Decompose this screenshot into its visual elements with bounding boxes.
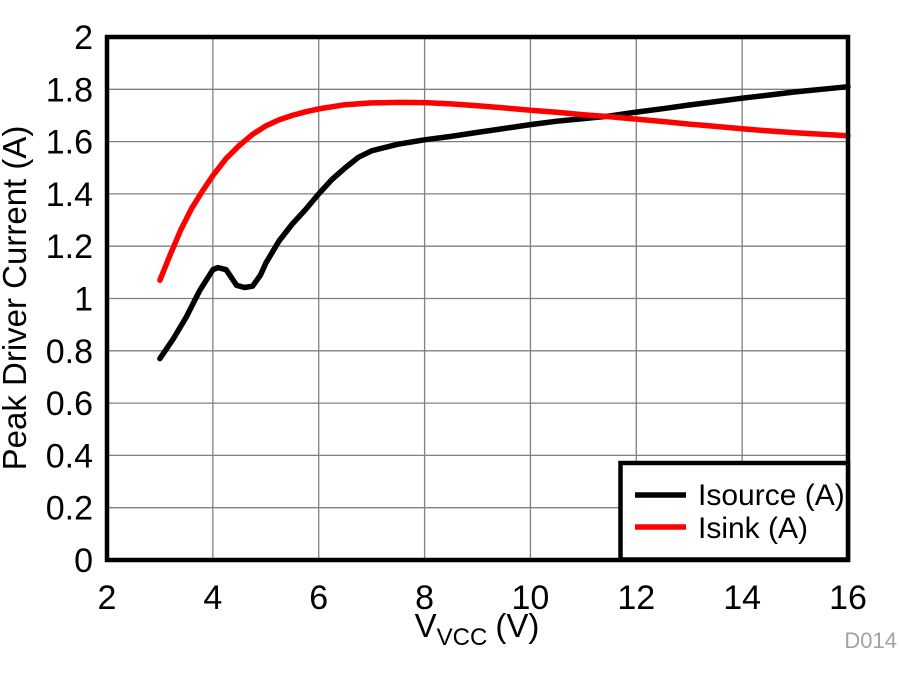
y-tick-label: 1.8: [46, 71, 93, 109]
legend-label-isink: Isink (A): [698, 512, 808, 545]
y-tick-label: 1.4: [46, 176, 93, 214]
x-tick-label: 8: [415, 579, 434, 617]
y-axis-title: Peak Driver Current (A): [0, 126, 33, 471]
x-tick-label: 6: [309, 579, 328, 617]
x-axis-title-unit: (V): [495, 607, 539, 644]
y-tick-label: 0.4: [46, 437, 93, 475]
legend-box: [618, 460, 851, 562]
x-axis-title: VVCC (V): [415, 607, 540, 651]
x-tick-label: 10: [512, 579, 550, 617]
series-curves: [157, 83, 851, 362]
y-tick-labels: 0 0.2 0.4 0.6 0.8 1 1.2 1.4 1.6 1.8 2: [46, 19, 93, 580]
x-tick-label: 4: [203, 579, 222, 617]
x-tick-label: 12: [617, 579, 655, 617]
y-tick-label: 1: [74, 281, 93, 319]
x-tick-labels: 2 4 6 8 10 12 14 16: [98, 579, 867, 617]
legend: Isource (A) Isink (A): [618, 460, 851, 562]
y-tick-label: 0.6: [46, 385, 93, 423]
series-line-0: [157, 83, 851, 362]
x-tick-label: 16: [829, 579, 867, 617]
y-tick-label: 2: [74, 19, 93, 57]
y-tick-label: 1.6: [46, 124, 93, 162]
y-tick-label: 0: [74, 542, 93, 580]
y-tick-label: 0.2: [46, 490, 93, 528]
x-axis-title-subscript: VCC: [437, 624, 488, 651]
y-tick-label: 1.2: [46, 228, 93, 266]
series-line-1: [157, 99, 851, 283]
y-tick-label: 0.8: [46, 333, 93, 371]
gridlines: [107, 37, 848, 560]
x-tick-label: 2: [98, 579, 117, 617]
x-tick-label: 14: [723, 579, 761, 617]
x-axis-title-main: V: [415, 607, 437, 644]
legend-label-isource: Isource (A): [698, 479, 845, 512]
plot-id-watermark: D014: [844, 628, 897, 653]
plot-frame: [104, 34, 851, 563]
